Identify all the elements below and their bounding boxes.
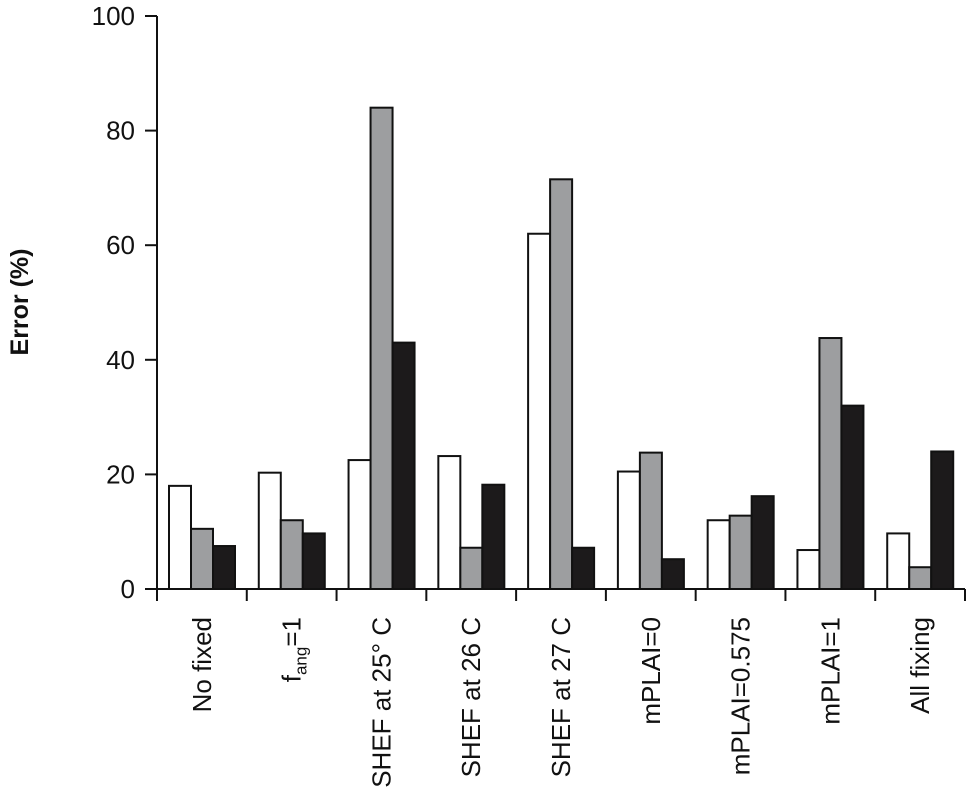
x-category-label: No fixed [187, 617, 217, 712]
y-tick-label: 60 [106, 230, 135, 260]
bar-7-series-1 [706, 519, 731, 590]
y-axis-title: Error (%) [6, 249, 34, 356]
bar-4-series-1 [437, 455, 462, 590]
y-tick-label: 80 [106, 116, 135, 146]
bar-5-series-1 [527, 232, 552, 591]
bar-9-series-2 [908, 566, 933, 591]
bar-2-series-3 [301, 532, 326, 591]
x-category-label: mPLAI=0 [636, 617, 666, 725]
bar-7-series-2 [728, 514, 753, 591]
y-tick-label: 100 [92, 1, 135, 31]
bar-6-series-1 [616, 470, 641, 590]
bar-2-series-1 [257, 471, 282, 590]
x-category-label: SHEF at 27 C [546, 617, 576, 777]
bar-5-series-3 [571, 546, 596, 591]
bar-6-series-2 [638, 451, 663, 590]
y-tick-label: 20 [106, 459, 135, 489]
bar-4-series-2 [459, 546, 484, 591]
bar-8-series-2 [818, 337, 843, 590]
bar-6-series-3 [660, 558, 685, 590]
bar-1-series-1 [168, 484, 192, 590]
bar-7-series-3 [750, 495, 775, 591]
x-category-label: fang=1 [277, 617, 311, 682]
plot-area: 0 20 40 60 80 100 No fixed fang=1 SHEF at 25° C S… [92, 1, 966, 788]
x-category-label: mPLAI=0.575 [726, 617, 756, 775]
bar-1-series-2 [190, 527, 214, 591]
x-category-label: All fixing [905, 617, 935, 714]
bar-1-series-3 [212, 545, 236, 591]
x-category-label: SHEF at 25° C [366, 617, 396, 788]
bar-5-series-2 [549, 178, 574, 590]
bar-2-series-2 [279, 519, 304, 590]
bar-3-series-3 [391, 341, 416, 590]
bar-8-series-3 [840, 404, 865, 591]
x-category-label: mPLAI=1 [815, 617, 845, 725]
x-category-label: SHEF at 26 C [456, 617, 486, 777]
y-tick-label: 40 [106, 345, 135, 375]
bar-3-series-1 [347, 459, 372, 591]
y-tick-label: 0 [121, 574, 135, 604]
bar-9-series-1 [886, 532, 911, 591]
bar-4-series-3 [481, 483, 506, 590]
bar-8-series-1 [796, 549, 821, 591]
bar-3-series-2 [369, 106, 394, 591]
bar-9-series-3 [930, 450, 955, 591]
